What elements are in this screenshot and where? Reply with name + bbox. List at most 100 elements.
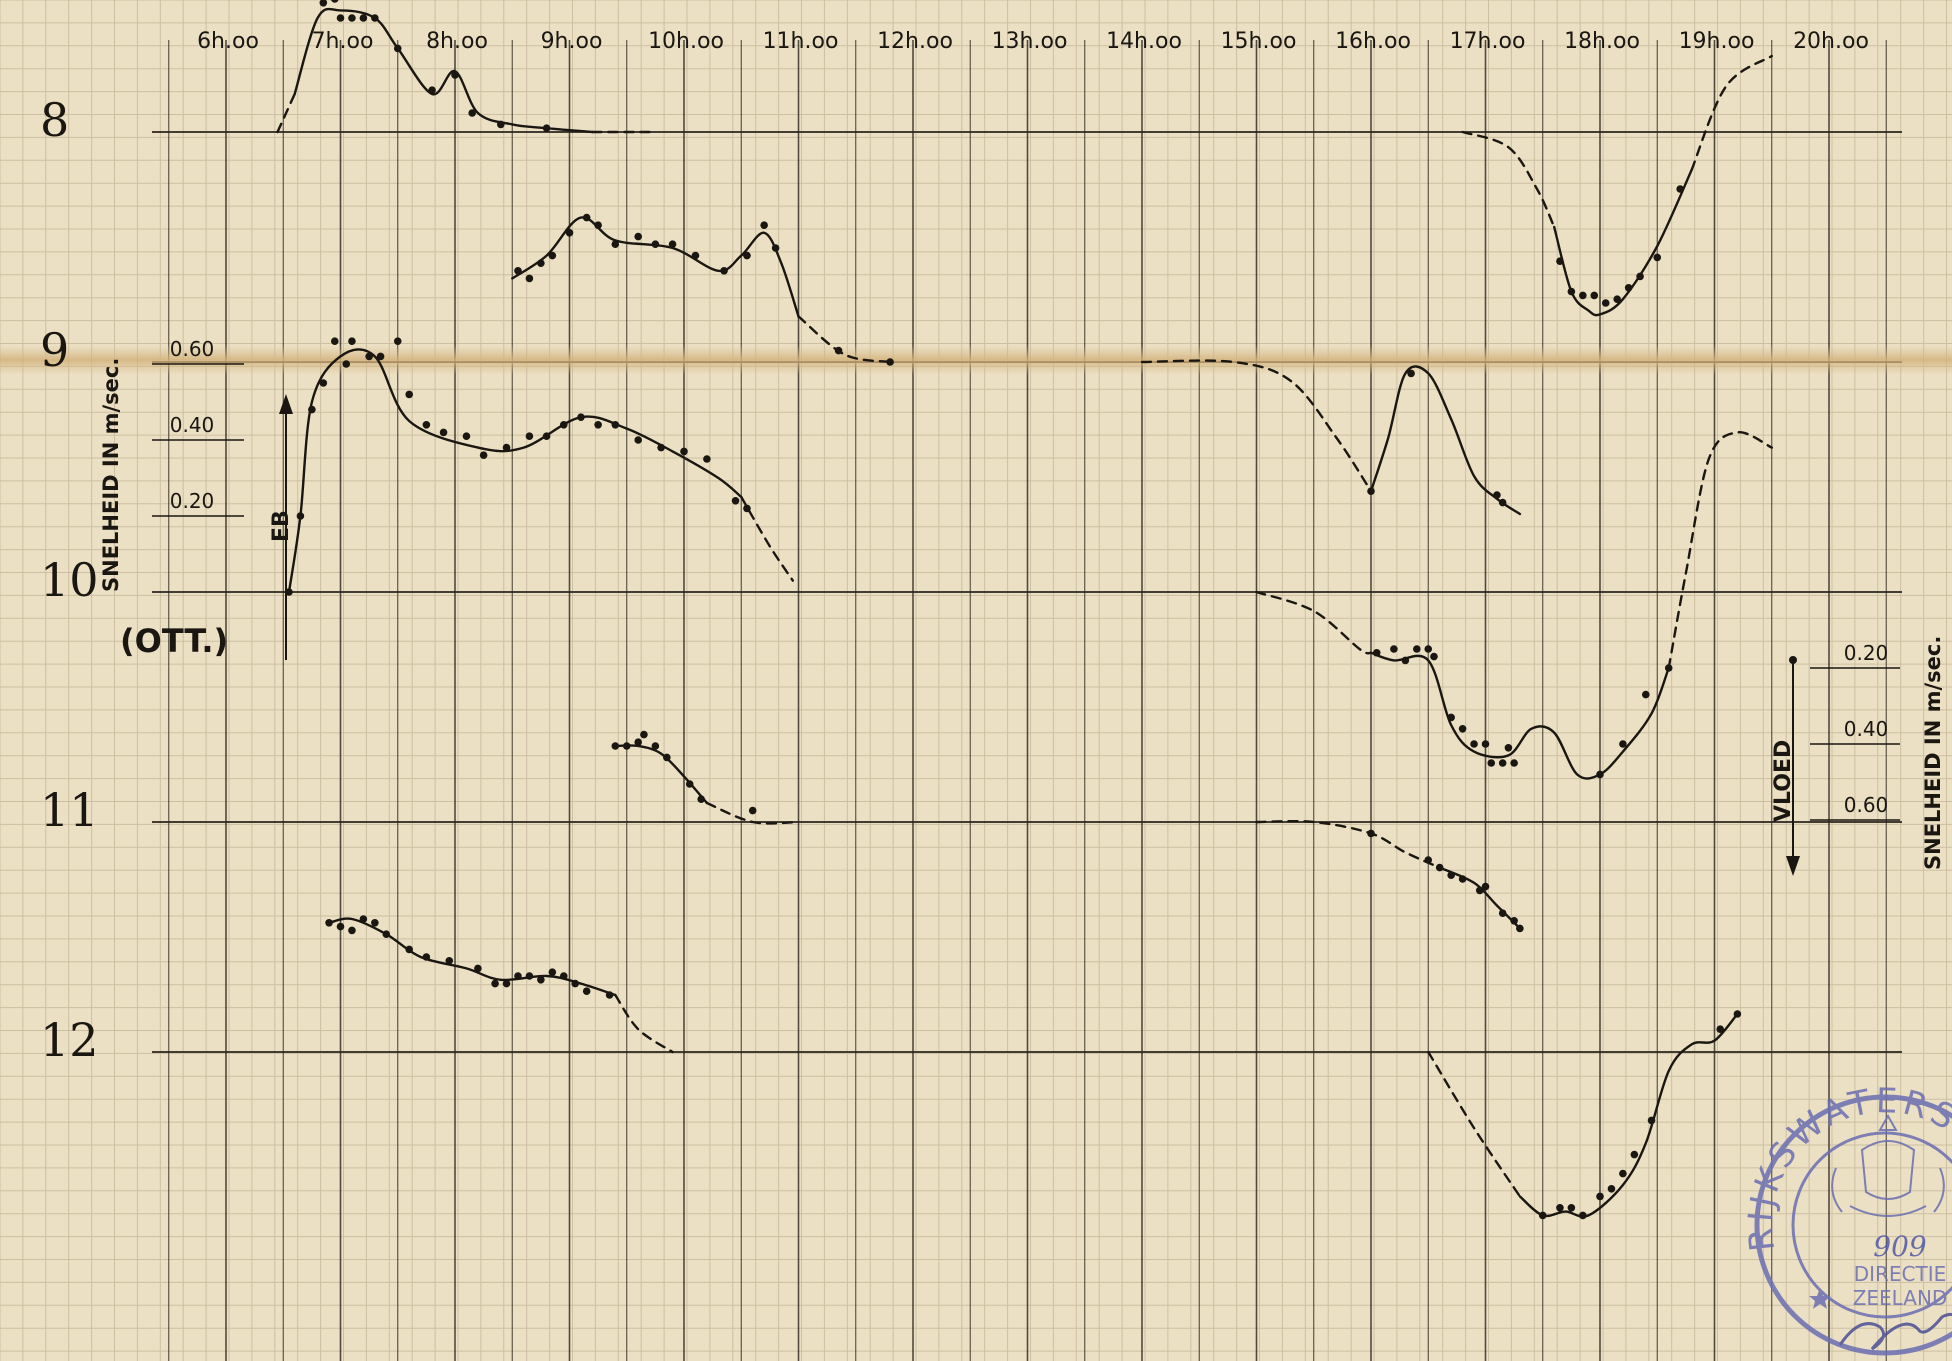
measurement-point: [371, 14, 379, 22]
measurement-point: [405, 945, 414, 954]
measurement-point: [640, 730, 648, 739]
x-tick-label: 19h.oo: [1679, 29, 1755, 54]
series-row-12-flood: [1427, 1010, 1742, 1220]
series-row-12-ebb: [325, 915, 674, 1054]
measurement-point: [1424, 645, 1433, 653]
measured-curve: [293, 7, 594, 134]
extrapolated-curve: [1690, 54, 1773, 172]
measurement-point: [1579, 1211, 1587, 1220]
measurement-point: [525, 972, 534, 980]
measurement-point: [731, 497, 740, 505]
stamp-ring-text: RIJKSWATERSTAAT: [0, 0, 1952, 1253]
ebb-scale-tick-label: 0.40: [170, 413, 215, 437]
measurement-point: [622, 742, 631, 750]
measurement-point: [611, 421, 620, 429]
measurement-point: [1642, 690, 1650, 699]
stamp-signature: [1838, 1312, 1952, 1351]
flood-scale-tick-label: 0.40: [1844, 717, 1889, 741]
measurement-point: [594, 421, 602, 429]
measurement-point: [680, 447, 688, 456]
measurement-point: [474, 964, 482, 973]
extrapolated-curve: [1427, 1050, 1522, 1198]
flood-arrow-label: VLOED: [1771, 740, 1796, 822]
series-row-8-ebb: [276, 0, 651, 134]
row-label: 10: [40, 553, 99, 607]
measurement-point: [1504, 744, 1513, 752]
measurement-point: [577, 413, 585, 422]
measurement-point: [743, 251, 751, 260]
measured-curve: [614, 744, 709, 805]
measurement-point: [1481, 740, 1490, 748]
measurement-point: [479, 451, 488, 460]
extrapolated-curve: [797, 315, 892, 364]
measurement-point: [382, 930, 391, 938]
measurement-point: [542, 432, 551, 441]
stamp-ring-textpath: RIJKSWATERSTAAT: [0, 0, 1952, 1253]
measurement-point: [502, 979, 511, 988]
measurement-point: [439, 428, 448, 437]
measurement-point: [422, 421, 431, 429]
measurement-point: [1567, 287, 1576, 296]
measurement-point: [1556, 257, 1564, 266]
measurement-point: [1601, 299, 1610, 307]
stamp-inner-ring: [1791, 1131, 1952, 1319]
x-axis-tick-labels: 6h.oo 7h.oo 8h.oo 9h.oo 10h.oo 11h.oo 12h.oo 13…: [197, 29, 1869, 54]
measurement-point: [1407, 369, 1415, 378]
measurement-point: [514, 972, 522, 980]
measurement-point: [285, 588, 293, 596]
measurement-point: [1498, 498, 1507, 507]
measurement-point: [1596, 1192, 1604, 1201]
measurement-point: [1647, 1116, 1656, 1125]
measurement-point: [1481, 882, 1490, 891]
x-tick-label: 18h.oo: [1564, 29, 1640, 54]
measurement-point: [663, 753, 671, 762]
x-tick-label: 9h.oo: [541, 29, 603, 54]
measurement-point: [348, 14, 356, 22]
measurement-point: [330, 337, 339, 346]
measurement-point: [1367, 487, 1375, 496]
extrapolated-curve: [276, 92, 296, 134]
measurement-point: [1424, 856, 1433, 864]
stamp-outer-ring: [1754, 1094, 1952, 1356]
measurement-point: [1458, 725, 1467, 733]
x-tick-label: 11h.oo: [763, 29, 839, 54]
ebb-scale: SNELHEID IN m/sec. 0.60 0.40 0.20 EB: [99, 337, 294, 660]
flood-axis-label: SNELHEID IN m/sec.: [1921, 636, 1945, 870]
measurement-point: [336, 922, 345, 931]
x-tick-label: 14h.oo: [1106, 29, 1182, 54]
measurement-point: [657, 443, 665, 452]
measurement-point: [1475, 886, 1484, 895]
series-row-8-flood: [1461, 54, 1773, 317]
measurement-point: [594, 221, 602, 229]
measurement-point: [611, 240, 620, 248]
x-tick-label: 20h.oo: [1793, 29, 1869, 54]
measurement-point: [1590, 291, 1599, 300]
measurement-point: [497, 120, 505, 129]
measurement-point: [1447, 871, 1455, 879]
measurement-point: [548, 251, 557, 260]
measurement-point: [1430, 652, 1438, 661]
x-tick-label: 16h.oo: [1335, 29, 1411, 54]
x-tick-label: 17h.oo: [1450, 29, 1526, 54]
measurement-point: [582, 213, 591, 222]
series-row-10-flood: [1255, 431, 1773, 780]
measurement-point: [720, 267, 728, 275]
measurement-point: [668, 240, 677, 248]
measurement-point: [1367, 829, 1375, 838]
measurement-point: [308, 405, 316, 414]
measurement-point: [1613, 295, 1621, 304]
measurement-point: [685, 780, 694, 788]
measurement-point: [359, 915, 368, 923]
measurement-point: [1435, 863, 1444, 872]
measured-curve: [511, 216, 800, 318]
measurement-point: [1556, 1204, 1564, 1212]
ebb-scale-ticks: 0.60 0.40 0.20: [152, 337, 244, 517]
series-row-9-ebb: [511, 213, 894, 366]
measurement-point: [348, 337, 356, 346]
stamp-number: 909: [1873, 1230, 1926, 1263]
measurement-point: [548, 968, 557, 976]
series-row-11-flood: [1255, 819, 1524, 933]
measurement-point: [1470, 740, 1478, 748]
measured-curve: [287, 348, 743, 594]
